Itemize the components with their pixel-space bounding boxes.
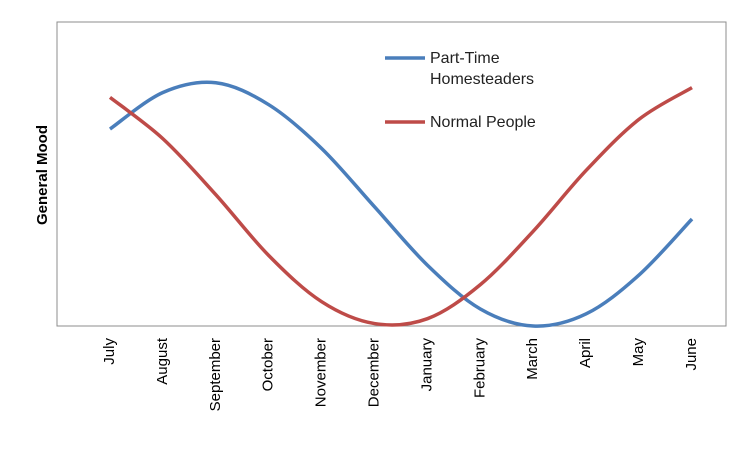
data-line xyxy=(108,86,693,327)
x-tick-label: March xyxy=(524,338,541,380)
data-line xyxy=(108,80,694,328)
x-tick-label: January xyxy=(418,338,435,392)
x-tick-label: April xyxy=(577,338,594,368)
x-tick-label: August xyxy=(154,337,171,385)
plot-frame xyxy=(56,21,727,327)
x-tick-label: May xyxy=(630,338,647,367)
x-tick-label: June xyxy=(683,338,700,371)
x-tick-label: February xyxy=(471,338,488,399)
legend-label: Part-Time Homesteaders xyxy=(430,50,535,88)
x-tick-label: July xyxy=(101,338,118,365)
y-axis-label: General Mood xyxy=(34,125,51,225)
legend-label: Normal People xyxy=(430,114,536,131)
x-tick-label: November xyxy=(313,338,330,407)
x-tick-label: December xyxy=(366,338,383,407)
x-tick-label: September xyxy=(207,338,224,411)
x-tick-label: October xyxy=(260,338,277,391)
